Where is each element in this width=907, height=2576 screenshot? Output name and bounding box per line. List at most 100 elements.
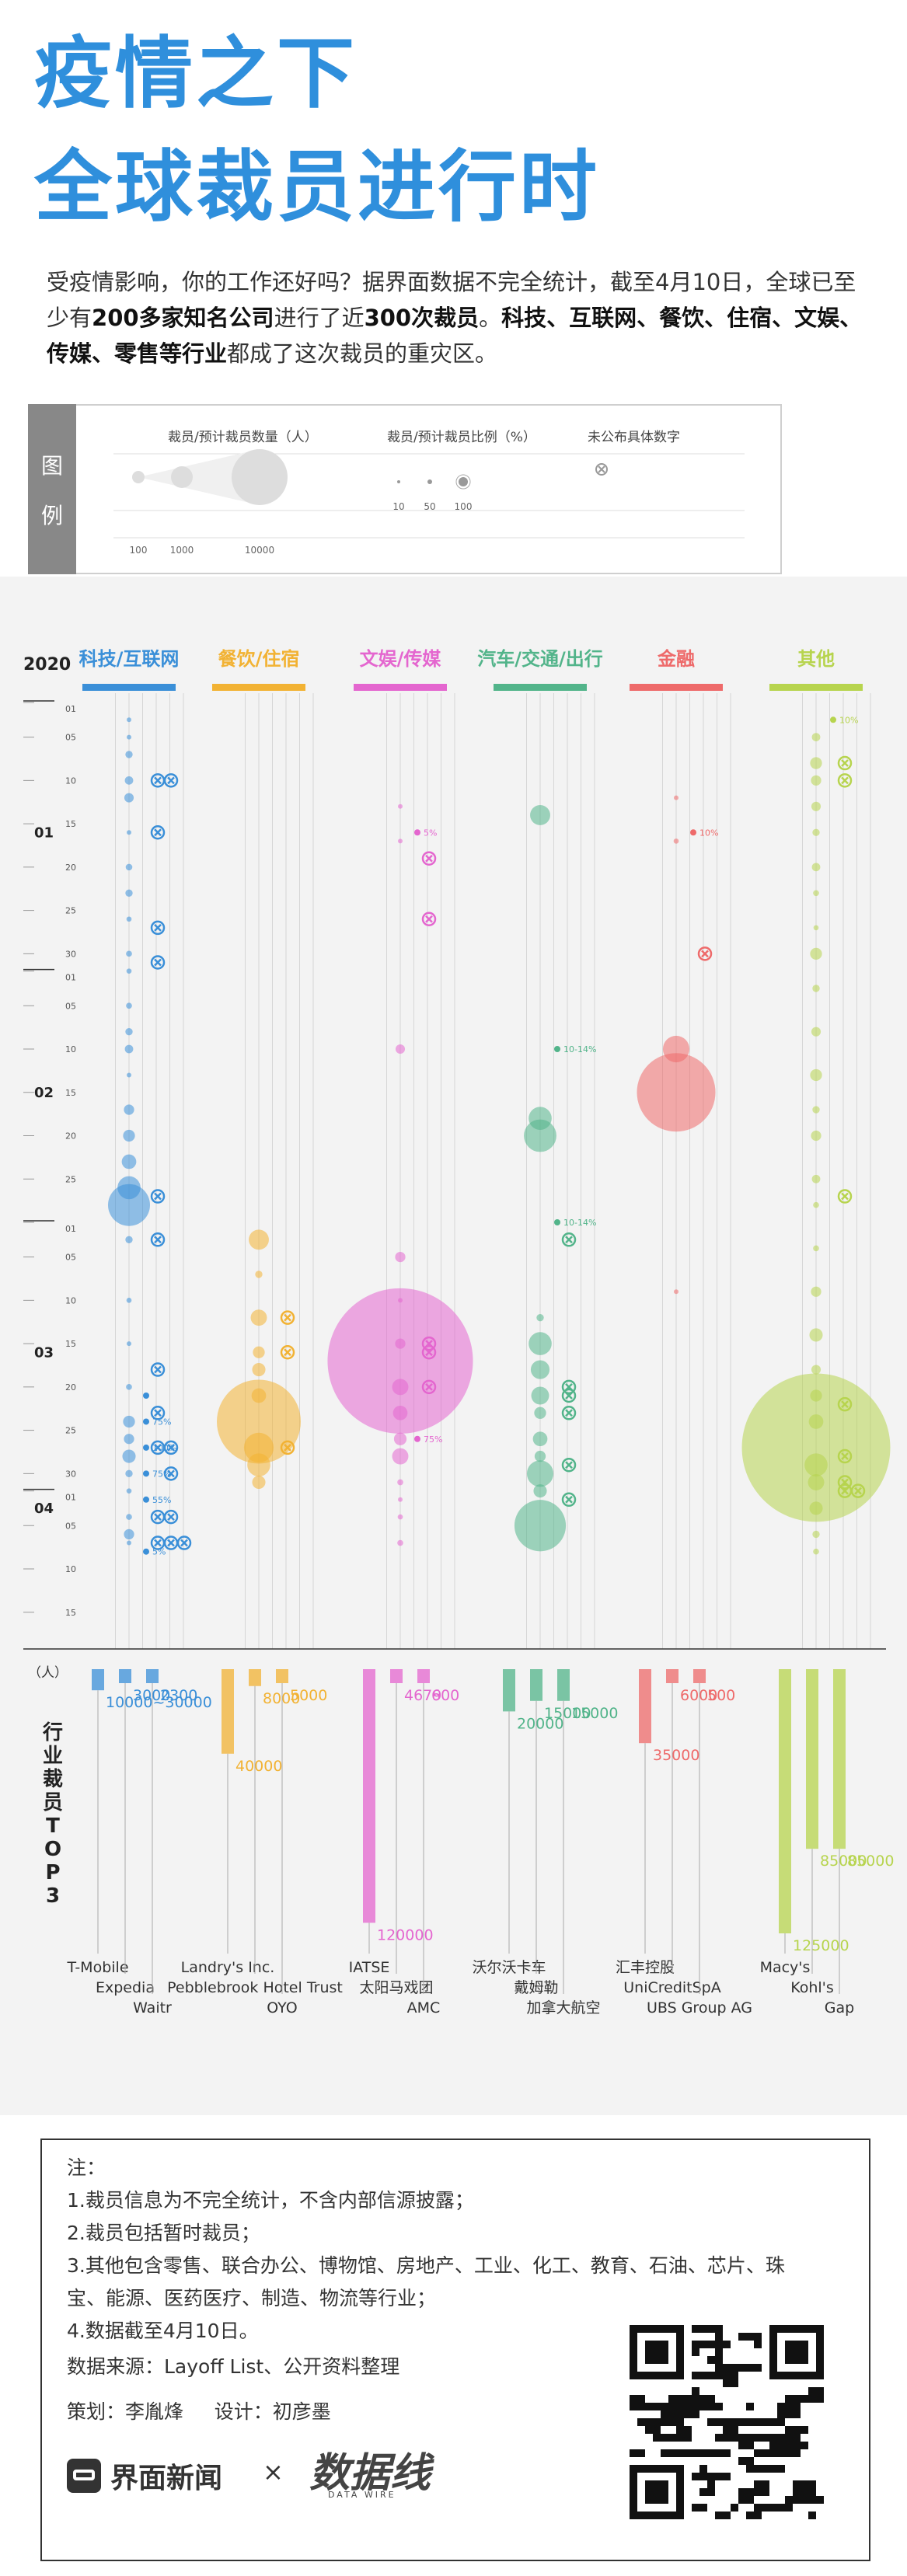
unknown-marker-tech (150, 955, 166, 970)
top3-name-auto: 戴姆勒 (514, 1979, 558, 1996)
qr-module (769, 2449, 777, 2457)
page-title-line1: 疫情之下 (34, 28, 358, 119)
bubble-ent (392, 1448, 409, 1465)
bubble-ent (392, 1379, 409, 1396)
bubble-fin (674, 795, 679, 800)
unknown-marker-fin (697, 946, 713, 961)
day-tick: 10 (65, 1295, 76, 1305)
qr-module (793, 2442, 801, 2449)
qr-module (777, 2434, 785, 2442)
unknown-marker-tech (150, 1509, 166, 1525)
unknown-cross-tech (167, 1444, 175, 1452)
bubble-tech (125, 1469, 133, 1478)
intro-bold-2: 300次裁员 (364, 305, 480, 331)
qr-module (684, 2434, 692, 2442)
qr-module (699, 2341, 707, 2348)
qr-module (699, 2403, 707, 2410)
legend-label-char-1: 图 (40, 452, 63, 479)
unknown-cross-other (841, 776, 849, 785)
top3-name-tech: Waitr (133, 1999, 172, 2017)
unknown-marker-tech (150, 1406, 166, 1420)
category-header-other: 其他 (797, 648, 835, 670)
bubble-other (804, 1453, 828, 1476)
qr-module (762, 2434, 769, 2442)
bubble-other (808, 1474, 825, 1490)
bubble-tech (126, 1514, 132, 1520)
bubble-ent (398, 803, 403, 809)
brand-name: 界面新闻 (110, 2463, 223, 2494)
qr-module (808, 2395, 816, 2403)
category-bar-tech (82, 684, 176, 691)
qr-module (723, 2434, 731, 2442)
top3-bar-food (222, 1669, 234, 1754)
top3-bar-other (806, 1669, 818, 1849)
qr-module (808, 2488, 816, 2496)
category-header-tech: 科技/互联网 (79, 648, 180, 670)
qr-code-icon (630, 2325, 824, 2519)
unknown-marker-tech (150, 825, 166, 840)
top3-name-tech: Expedia (96, 1979, 155, 1996)
bubble-other (741, 1373, 891, 1522)
top3-title-char: O (44, 1838, 61, 1861)
qr-module (777, 2465, 785, 2473)
qr-module (754, 2504, 762, 2512)
category-header-food: 餐饮/住宿 (218, 648, 300, 670)
legend-size-wedge (138, 449, 260, 505)
qr-module (723, 2364, 731, 2372)
qr-module (793, 2410, 801, 2418)
qr-module (746, 2364, 754, 2372)
bubble-auto (530, 805, 550, 825)
unknown-ring-other (837, 755, 853, 771)
qr-module (723, 2449, 731, 2457)
qr-module (793, 2480, 801, 2488)
top3-value-tech: 10000~30000 (106, 1694, 212, 1711)
qr-module (692, 2325, 699, 2333)
bubble-auto (532, 1431, 548, 1447)
unknown-ring-auto (561, 1406, 577, 1420)
qr-module (785, 2426, 793, 2434)
unknown-cross-tech (154, 958, 162, 967)
bubble-ent (395, 1251, 406, 1263)
qr-module (707, 2449, 715, 2457)
qr-module (707, 2395, 715, 2403)
qr-module (785, 2403, 793, 2410)
qr-module (707, 2403, 715, 2410)
legend-box: 裁员/预计裁员数量（人） 100 1000 10000 裁员/预计裁员比例（%） 10 50… (28, 404, 782, 574)
legend-ratio-ring (455, 474, 471, 490)
bubble-fin (674, 1289, 679, 1295)
top3-value-other: 125000 (793, 1937, 849, 1954)
qr-module (661, 2449, 668, 2457)
qr-module (769, 2418, 777, 2426)
bubble-tech (126, 1002, 132, 1009)
qr-module (801, 2426, 808, 2434)
month-label: 02 (34, 1085, 54, 1101)
unknown-ring-tech (150, 955, 166, 970)
bubble-auto (530, 1360, 550, 1379)
bubble-auto (533, 1484, 547, 1498)
qr-module (785, 2496, 793, 2504)
unknown-marker-other (837, 1396, 853, 1412)
qr-module (723, 2379, 731, 2387)
day-tick: 15 (65, 1088, 76, 1098)
unknown-cross-auto (565, 1495, 573, 1504)
bubble-tech (126, 1298, 132, 1303)
unknown-marker-tech (163, 773, 179, 788)
qr-module (769, 2465, 777, 2473)
top3-bar-tech (119, 1669, 131, 1683)
qr-module (645, 2418, 653, 2426)
qr-module (785, 2449, 793, 2457)
qr-module (699, 2504, 707, 2512)
day-tick: 01 (65, 1224, 76, 1234)
bubble-other (809, 1328, 823, 1342)
bubble-fin (673, 838, 679, 844)
bubble-other (811, 1365, 822, 1375)
unknown-marker-other (837, 755, 853, 771)
category-bar-other (769, 684, 863, 691)
unknown-cross-other (854, 1487, 862, 1495)
bubble-other (811, 1027, 822, 1037)
top3-bar-food (276, 1669, 288, 1683)
ratio-point-tech (143, 1496, 149, 1503)
qr-module (661, 2434, 668, 2442)
day-tick: 10 (65, 1044, 76, 1054)
bubble-tech (124, 1104, 134, 1115)
